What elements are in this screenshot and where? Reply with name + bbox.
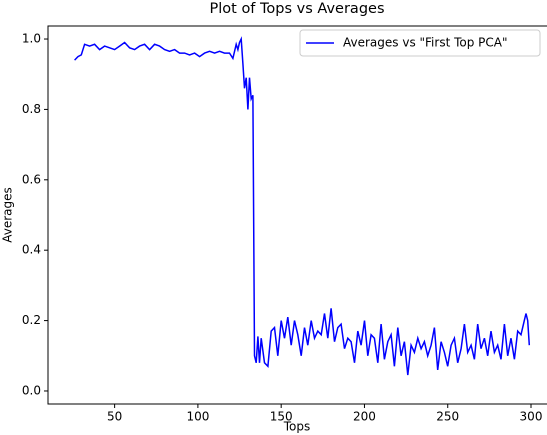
y-axis-label: Averages [1, 187, 15, 243]
x-tick-label: 200 [353, 410, 376, 424]
x-axis-label: Tops [283, 420, 311, 434]
x-tick-label: 250 [436, 410, 459, 424]
plot-frame [47, 25, 547, 405]
x-tick-label: 50 [107, 410, 122, 424]
chart-title: Plot of Tops vs Averages [210, 1, 385, 17]
x-tick-label: 150 [270, 410, 293, 424]
y-tick-label: 0.4 [22, 243, 41, 257]
y-tick-label: 0.2 [22, 313, 41, 327]
x-tick-label: 300 [520, 410, 543, 424]
y-tick-label: 0.6 [22, 172, 41, 186]
legend-label: Averages vs "First Top PCA" [343, 36, 508, 50]
y-tick-label: 0.0 [22, 383, 41, 397]
legend-box [299, 29, 541, 57]
line-series [74, 36, 531, 376]
y-tick-label: 1.0 [22, 32, 41, 46]
y-tick-label: 0.8 [22, 102, 41, 116]
x-tick-label: 100 [186, 410, 209, 424]
